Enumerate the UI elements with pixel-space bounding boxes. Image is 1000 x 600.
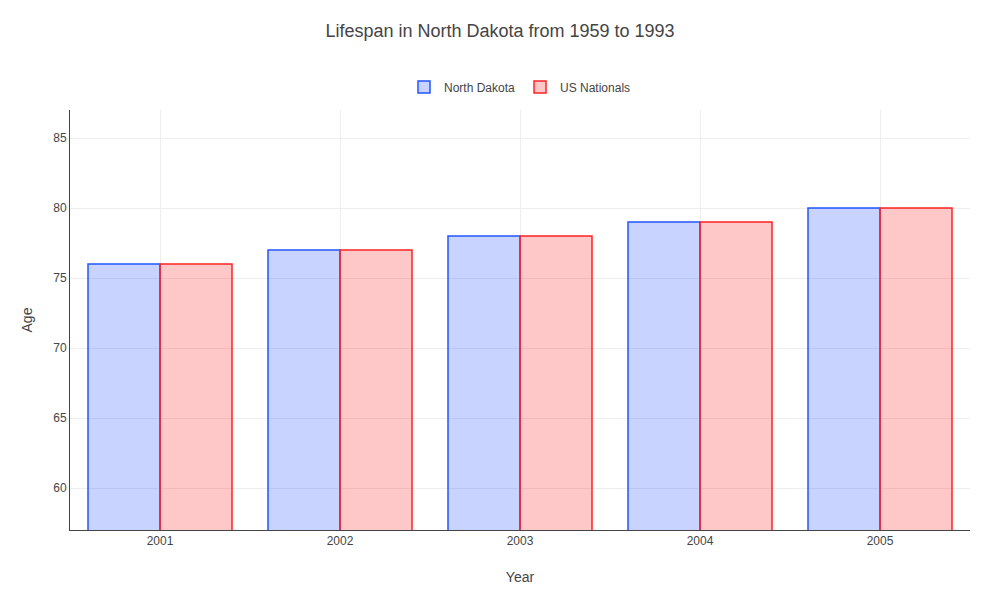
svg-text:2004: 2004 bbox=[687, 534, 714, 548]
svg-text:80: 80 bbox=[53, 201, 67, 215]
svg-text:US Nationals: US Nationals bbox=[560, 81, 630, 95]
svg-text:85: 85 bbox=[53, 131, 67, 145]
svg-text:Age: Age bbox=[19, 307, 35, 332]
svg-text:65: 65 bbox=[53, 411, 67, 425]
svg-text:2005: 2005 bbox=[867, 534, 894, 548]
svg-text:70: 70 bbox=[53, 341, 67, 355]
svg-text:Year: Year bbox=[506, 569, 535, 585]
svg-text:2001: 2001 bbox=[147, 534, 174, 548]
svg-text:North Dakota: North Dakota bbox=[444, 81, 515, 95]
svg-text:Lifespan in North Dakota from: Lifespan in North Dakota from 1959 to 19… bbox=[325, 21, 674, 41]
svg-text:60: 60 bbox=[53, 481, 67, 495]
svg-text:2002: 2002 bbox=[327, 534, 354, 548]
svg-text:2003: 2003 bbox=[507, 534, 534, 548]
svg-text:75: 75 bbox=[53, 271, 67, 285]
